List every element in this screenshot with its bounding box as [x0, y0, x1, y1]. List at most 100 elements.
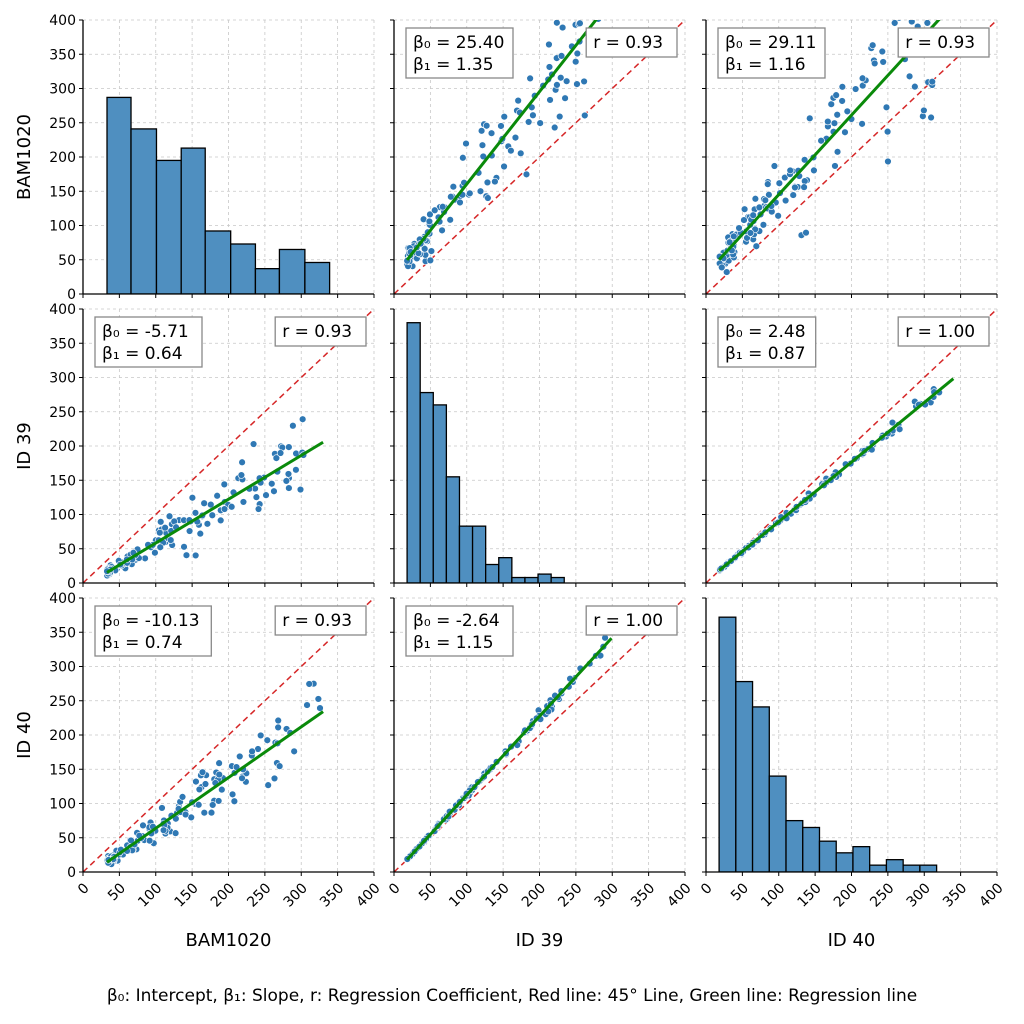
- scatter-point: [483, 178, 492, 187]
- y-tick-label: 400: [49, 13, 76, 29]
- r-label: r = 1.00: [905, 322, 975, 342]
- scatter-point: [201, 780, 210, 788]
- scatter-point: [156, 528, 164, 537]
- scatter-point: [431, 206, 439, 214]
- histogram-bar: [852, 846, 871, 872]
- scatter-point: [781, 173, 789, 182]
- scatter-point: [545, 63, 554, 71]
- beta-stats-box: [94, 605, 212, 657]
- histogram-bar: [419, 391, 434, 583]
- scatter-point: [167, 536, 175, 544]
- histogram-bar: [254, 268, 281, 294]
- scatter-point: [553, 20, 561, 27]
- scatter-point: [752, 242, 761, 250]
- scatter-point: [182, 551, 191, 559]
- scatter-point: [282, 477, 291, 485]
- scatter-point: [274, 716, 282, 725]
- x-tick-label: 100: [758, 880, 788, 910]
- y-axis-title: ID 39: [14, 422, 35, 470]
- x-tick-label: 300: [904, 880, 934, 910]
- scatter-point: [562, 77, 571, 85]
- scatter-point: [781, 196, 790, 205]
- scatter-point: [487, 129, 496, 137]
- scatter-point: [215, 770, 223, 779]
- scatter-point: [198, 768, 207, 776]
- y-tick-label: 300: [49, 660, 76, 676]
- scatter-point: [759, 221, 768, 229]
- scatter-point: [151, 549, 159, 557]
- histogram-bar: [204, 230, 232, 294]
- scatter-point: [195, 801, 203, 809]
- scatter-point: [905, 72, 914, 81]
- scatter-point: [200, 499, 208, 507]
- regression-line: [405, 637, 613, 861]
- y-tick-label: 300: [49, 82, 76, 98]
- plot-content: [406, 322, 565, 583]
- y-tick-label: 0: [67, 576, 76, 592]
- scatter-points: [103, 679, 324, 868]
- scatter-point: [833, 111, 841, 119]
- scatter-point: [476, 187, 485, 195]
- scatter-point: [178, 793, 187, 801]
- x-tick-label: 0: [386, 880, 404, 898]
- plot-content: [718, 616, 938, 872]
- x-tick-label: 150: [172, 880, 202, 910]
- histogram-bar: [785, 819, 804, 872]
- scatter-point: [507, 146, 515, 155]
- scatter-point: [841, 128, 849, 136]
- beta-stats-box: [94, 316, 203, 368]
- scatter-point: [896, 20, 903, 22]
- scatter-point: [529, 111, 537, 119]
- scatter-point: [749, 211, 757, 219]
- scatter-point: [851, 85, 860, 93]
- histogram-bar: [406, 322, 421, 583]
- scatter-point: [227, 503, 236, 511]
- scatter-point: [263, 736, 271, 744]
- histogram-bar: [902, 864, 921, 872]
- beta1-label: β₁ = 0.87: [725, 344, 806, 364]
- beta-stats-box: [717, 316, 817, 368]
- regression-line: [106, 440, 324, 574]
- scatter-point: [274, 723, 282, 732]
- scatter-point: [511, 133, 520, 142]
- scatter-point: [298, 415, 307, 423]
- scatter-point: [895, 425, 904, 433]
- histogram-bar: [718, 616, 737, 872]
- scatter-point: [220, 505, 229, 513]
- scatter-point: [158, 804, 166, 812]
- scatter-point: [484, 194, 492, 202]
- scatter-point: [426, 256, 435, 265]
- histogram-bar: [550, 576, 565, 583]
- scatter-point: [906, 20, 911, 21]
- scatter-point: [497, 122, 505, 130]
- scatter-point: [824, 117, 832, 126]
- scatter-point: [761, 196, 769, 204]
- scatter-point: [868, 41, 877, 49]
- scatter-point: [882, 103, 891, 112]
- x-tick-label: 150: [795, 880, 825, 910]
- x-tick-label: 200: [208, 880, 238, 910]
- beta1-label: β₁ = 1.15: [413, 633, 494, 653]
- scatter-point: [833, 148, 842, 156]
- y-axis-title: BAM1020: [14, 114, 35, 200]
- scatter-point: [207, 808, 216, 817]
- scatter-point: [456, 198, 464, 207]
- x-tick-label: 350: [940, 880, 970, 910]
- scatter-point: [425, 217, 434, 226]
- scatter-point: [810, 166, 818, 175]
- scatter-point: [755, 203, 764, 212]
- histogram-bar: [835, 852, 854, 872]
- scatter-point: [466, 189, 474, 197]
- scatter-point: [252, 493, 261, 501]
- scatter-point: [858, 74, 867, 82]
- scatter-point: [858, 120, 866, 128]
- scatter-point: [920, 106, 928, 115]
- scatter-point: [526, 74, 534, 83]
- scatter-point: [462, 139, 470, 148]
- scatter-point: [482, 122, 491, 130]
- scatter-point: [459, 154, 467, 162]
- x-tick-label: 400: [976, 880, 1006, 910]
